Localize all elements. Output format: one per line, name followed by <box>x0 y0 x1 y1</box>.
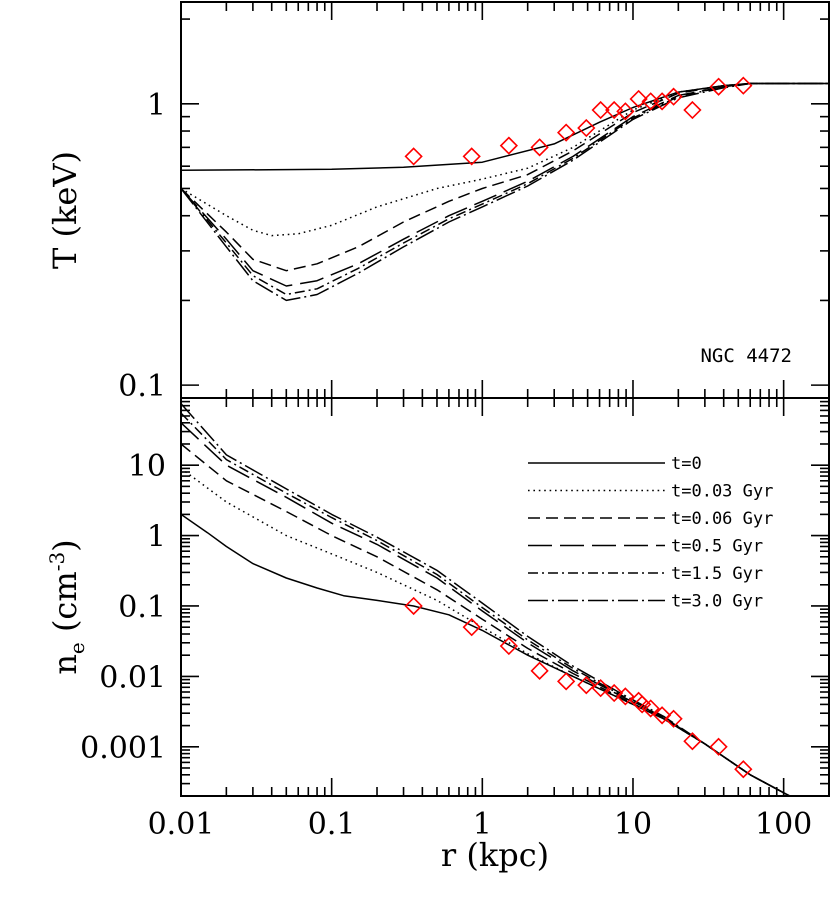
observed-point <box>605 683 624 703</box>
observed-point <box>462 618 481 637</box>
x-tick-label: 0.01 <box>148 807 215 842</box>
observed-point <box>632 695 652 714</box>
temperature-panel: 0.1 1 T (keV) <box>46 1 830 404</box>
plot-frame <box>180 397 830 797</box>
observed-point <box>616 687 635 706</box>
y-axis-title: T (keV) <box>46 151 84 269</box>
series-line-2 <box>181 82 829 272</box>
observed-point <box>616 102 635 121</box>
observed-point <box>734 760 753 779</box>
observed-point <box>734 76 753 95</box>
observed-point <box>683 732 702 751</box>
observed-point <box>577 676 596 695</box>
observed-point <box>605 100 624 120</box>
series-line-4 <box>181 82 829 296</box>
series-line-5 <box>181 403 792 796</box>
x-tick-label: 0.1 <box>308 807 356 842</box>
plot-frame <box>180 1 830 399</box>
x-axis-title: r (kpc) <box>441 836 549 874</box>
legend-label-2: t=0.06 Gyr <box>671 509 773 529</box>
legend-label-4: t=1.5 Gyr <box>671 564 763 584</box>
x-tick-label: 100 <box>755 807 812 842</box>
observed-point <box>499 136 518 155</box>
x-tick-label: 10 <box>614 807 652 842</box>
y-axis-title: ne (cm-3) <box>45 539 89 674</box>
observed-point <box>652 706 672 725</box>
observed-point <box>404 147 423 166</box>
series-line-0 <box>181 82 829 172</box>
series-line-0 <box>181 513 792 796</box>
legend: t=0 t=0.03 Gyr t=0.06 Gyr t=0.5 Gyr t=1.5 Gy… <box>528 454 773 612</box>
density-panel: 0.001 0.01 0.1 1 10 0.01 0.1 1 10 100 ne (cm-3) r (… <box>45 397 830 874</box>
observed-point <box>557 123 576 142</box>
legend-label-5: t=3.0 Gyr <box>671 592 763 612</box>
observed-point <box>683 100 702 120</box>
x-tick-label: 1 <box>473 807 492 842</box>
observed-point <box>530 661 549 680</box>
observed-point <box>664 87 683 106</box>
observed-point <box>404 596 423 616</box>
y-tick-label: 0.1 <box>118 590 166 625</box>
observed-point <box>577 118 596 138</box>
observed-point <box>557 672 576 691</box>
legend-label-0: t=0 <box>671 454 702 474</box>
y-tick-label: 10 <box>128 449 166 484</box>
observed-point <box>530 138 549 157</box>
y-tick-label: 0.01 <box>99 660 166 695</box>
observed-point <box>641 699 660 718</box>
observed-point <box>462 147 481 166</box>
observed-point <box>709 77 728 96</box>
observed-point <box>591 100 610 120</box>
y-tick-label: 0.1 <box>118 369 166 404</box>
plot-area <box>181 403 792 796</box>
legend-label-1: t=0.03 Gyr <box>671 482 773 502</box>
legend-label-3: t=0.5 Gyr <box>671 537 763 557</box>
observed-point <box>664 709 683 728</box>
y-tick-label: 1 <box>147 88 166 123</box>
y-tick-label: 1 <box>147 520 166 555</box>
series-line-1 <box>181 467 792 796</box>
observed-point <box>591 679 610 698</box>
y-tick-label: 0.001 <box>80 731 166 766</box>
galaxy-label: NGC 4472 <box>700 345 792 367</box>
observed-point <box>629 89 648 109</box>
series-line-1 <box>181 82 829 237</box>
plot-area <box>181 76 829 302</box>
observed-point <box>709 737 728 756</box>
observed-point <box>499 636 518 656</box>
series-line-5 <box>181 82 829 302</box>
series-line-3 <box>181 82 829 287</box>
